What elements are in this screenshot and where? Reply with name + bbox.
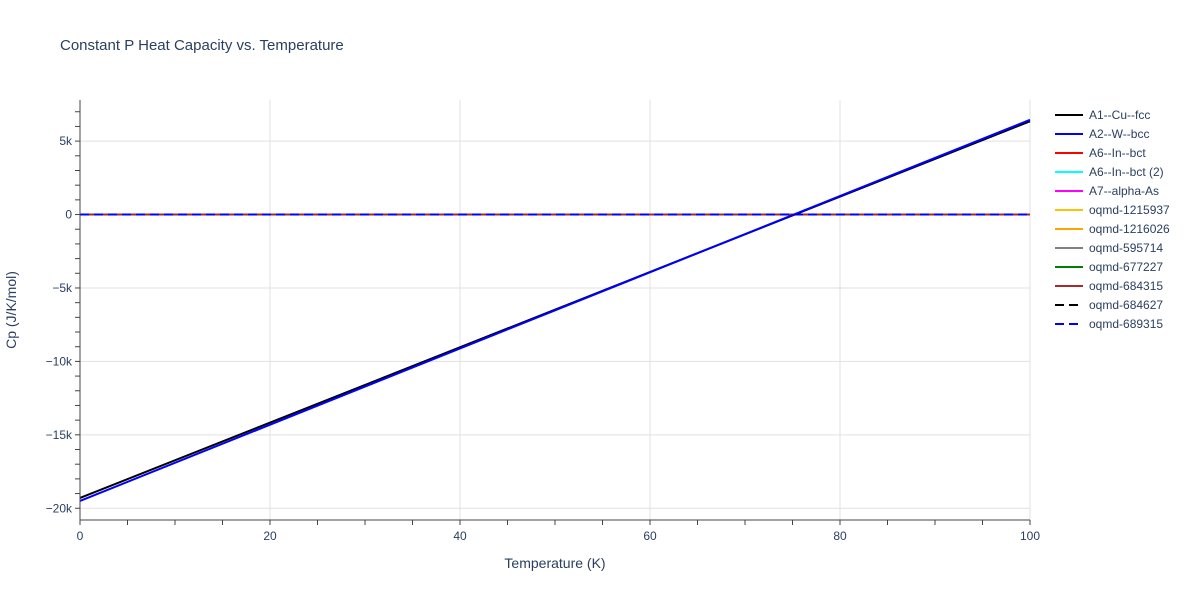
legend-label: oqmd-677227 <box>1089 260 1163 274</box>
y-tick-label: −10k <box>46 354 73 368</box>
y-axis-title: Cp (J/K/mol) <box>3 271 19 349</box>
y-tick-label: −5k <box>52 281 73 295</box>
x-axis-title: Temperature (K) <box>504 555 605 571</box>
legend-label: oqmd-684627 <box>1089 298 1163 312</box>
legend-label: A6--In--bct <box>1089 146 1146 160</box>
y-tick-label: −15k <box>46 428 73 442</box>
y-tick-label: 5k <box>59 134 73 148</box>
x-tick-label: 60 <box>643 529 657 543</box>
x-tick-label: 40 <box>453 529 467 543</box>
y-tick-label: 0 <box>65 208 72 222</box>
legend-label: A7--alpha-As <box>1089 184 1159 198</box>
x-tick-label: 0 <box>77 529 84 543</box>
legend-label: A6--In--bct (2) <box>1089 165 1164 179</box>
plot-area <box>79 118 1031 502</box>
chart-title: Constant P Heat Capacity vs. Temperature <box>60 37 344 54</box>
y-tick-label: −20k <box>46 501 73 515</box>
legend-label: A1--Cu--fcc <box>1089 108 1150 122</box>
legend-label: oqmd-689315 <box>1089 317 1163 331</box>
legend: A1--Cu--fcc A2--W--bcc A6--In--bct A6--In--… <box>1055 108 1170 331</box>
legend-label: A2--W--bcc <box>1089 127 1149 141</box>
x-tick-label: 80 <box>833 529 847 543</box>
legend-label: oqmd-1215937 <box>1089 203 1170 217</box>
legend-label: oqmd-684315 <box>1089 279 1163 293</box>
x-tick-label: 20 <box>263 529 277 543</box>
legend-label: oqmd-595714 <box>1089 241 1163 255</box>
legend-label: oqmd-1216026 <box>1089 222 1170 236</box>
series-line-a2-w-bcc <box>79 118 1031 502</box>
axes: 0 20 40 60 80 100 −20k −15k −10k −5k 0 5k <box>46 100 1040 543</box>
x-tick-label: 100 <box>1020 529 1040 543</box>
